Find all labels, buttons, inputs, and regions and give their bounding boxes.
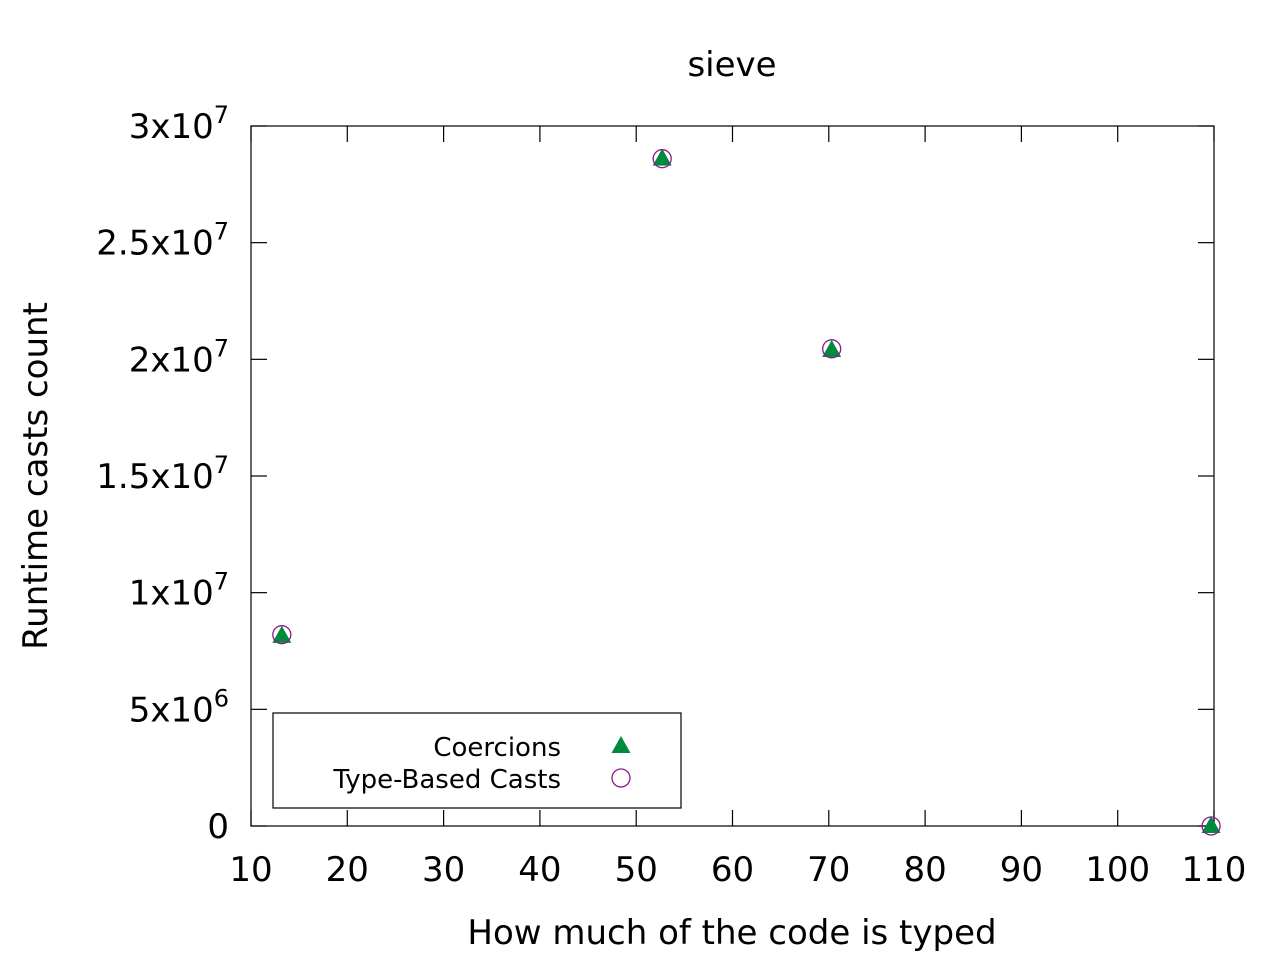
y-tick-mantissa: 1x10 [129,574,214,614]
y-tick-mantissa: 2x10 [129,340,214,380]
x-tick-label: 80 [903,850,946,890]
coercions-point [822,340,842,357]
y-tick-label: 3x107 [129,101,229,147]
y-tick-label: 1x107 [129,568,229,614]
y-tick-exponent: 7 [214,334,229,362]
series-type-based-casts [272,149,1221,836]
type-based-casts-point [822,339,842,359]
legend-label: Coercions [433,733,561,763]
y-tick-mantissa: 5x10 [129,690,214,730]
type-based-casts-point [652,149,672,169]
data-points-layer [272,148,1221,836]
x-tick-label: 110 [1182,850,1247,890]
y-tick-mantissa: 0 [207,807,229,847]
x-tick-label: 70 [807,850,850,890]
x-tick-label: 100 [1085,850,1150,890]
x-tick-label: 60 [711,850,754,890]
y-axis-label: Runtime casts count [16,302,56,650]
chart-title: sieve [687,45,776,85]
axis-layer: 10 20 30 40 50 60 70 80 90 100 11005x1061x1071.5x1… [96,101,1246,890]
type-based-casts-point [1201,816,1221,836]
y-tick-label: 2.5x107 [96,218,229,264]
coercions-point [272,625,292,643]
x-tick-label: 20 [326,850,369,890]
x-tick-label: 90 [1000,850,1043,890]
y-tick-mantissa: 1.5x10 [96,457,213,497]
x-axis-label: How much of the code is typed [467,913,996,953]
legend-coercions-marker [611,736,631,753]
type-based-casts-point [272,625,292,645]
coercions-point [652,148,672,166]
y-tick-exponent: 7 [214,451,229,479]
y-tick-exponent: 7 [214,101,229,129]
y-tick-exponent: 6 [214,684,229,712]
legend-type-based-casts-marker [611,768,631,788]
legend-label: Type-Based Casts [332,765,561,795]
y-tick-exponent: 7 [214,568,229,596]
coercions-point [1201,816,1221,833]
x-tick-label: 30 [422,850,465,890]
y-tick-label: 0 [207,807,229,847]
y-tick-label: 5x106 [129,684,229,730]
y-tick-label: 2x107 [129,334,229,380]
x-tick-label: 40 [518,850,561,890]
y-tick-exponent: 7 [214,218,229,246]
x-tick-label: 10 [229,850,272,890]
series-coercions [272,148,1221,833]
legend-box [272,712,682,809]
x-tick-label: 50 [615,850,658,890]
y-tick-mantissa: 3x10 [129,107,214,147]
y-tick-label: 1.5x107 [96,451,229,497]
y-tick-mantissa: 2.5x10 [96,224,213,264]
